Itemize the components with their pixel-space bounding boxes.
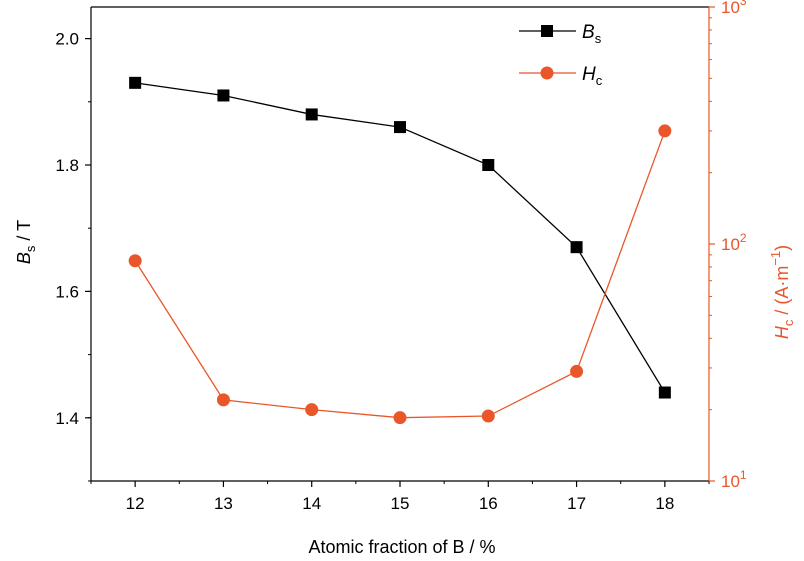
data-point-Hc — [570, 364, 584, 378]
data-point-Bs — [217, 89, 230, 102]
data-point-Bs — [658, 386, 671, 399]
data-point-Bs — [129, 76, 142, 89]
x-tick-label: 16 — [479, 494, 498, 513]
right-y-tick-label: 102 — [721, 231, 747, 254]
legend-label: Hc — [582, 64, 603, 88]
right-y-axis-ticks: 101 102 103 — [709, 0, 747, 491]
data-point-Hc — [393, 411, 407, 425]
left-y-tick-label: 1.8 — [55, 156, 79, 175]
right-y-tick-label: 103 — [721, 0, 747, 17]
left-y-axis-ticks: 1.4 1.6 1.8 2.0 — [55, 30, 91, 482]
x-tick-label: 12 — [126, 494, 145, 513]
data-point-Hc — [481, 409, 495, 423]
x-tick-label: 15 — [391, 494, 410, 513]
right-y-axis-label: Hc / (A·m−1) — [768, 245, 796, 339]
legend-marker — [540, 66, 554, 80]
legend-label: Bs — [582, 22, 602, 46]
legend: Bs Hc — [519, 22, 603, 88]
data-point-Hc — [216, 393, 230, 407]
x-tick-label: 14 — [302, 494, 321, 513]
data-point-Bs — [394, 121, 406, 134]
data-point-Hc — [128, 254, 142, 268]
data-point-Bs — [305, 108, 318, 121]
x-tick-label: 18 — [655, 494, 674, 513]
x-axis-ticks: 12 13 14 15 16 17 18 — [90, 481, 710, 513]
series-layer — [128, 76, 672, 425]
x-tick-label: 13 — [214, 494, 233, 513]
left-y-axis-label: Bs / T — [14, 220, 38, 264]
left-y-tick-label: 1.4 — [55, 409, 79, 428]
x-axis-label: Atomic fraction of B / % — [308, 537, 495, 557]
plot-frame — [90, 6, 710, 482]
data-point-Bs — [482, 159, 495, 171]
right-y-tick-label: 101 — [721, 468, 747, 491]
legend-marker — [541, 25, 553, 37]
left-y-tick-label: 1.6 — [55, 282, 79, 301]
data-point-Hc — [658, 124, 672, 138]
series-line-Hc — [134, 130, 666, 419]
data-point-Hc — [305, 403, 319, 417]
left-y-tick-label: 2.0 — [55, 30, 79, 49]
data-point-Bs — [570, 241, 583, 254]
x-tick-label: 17 — [567, 494, 586, 513]
